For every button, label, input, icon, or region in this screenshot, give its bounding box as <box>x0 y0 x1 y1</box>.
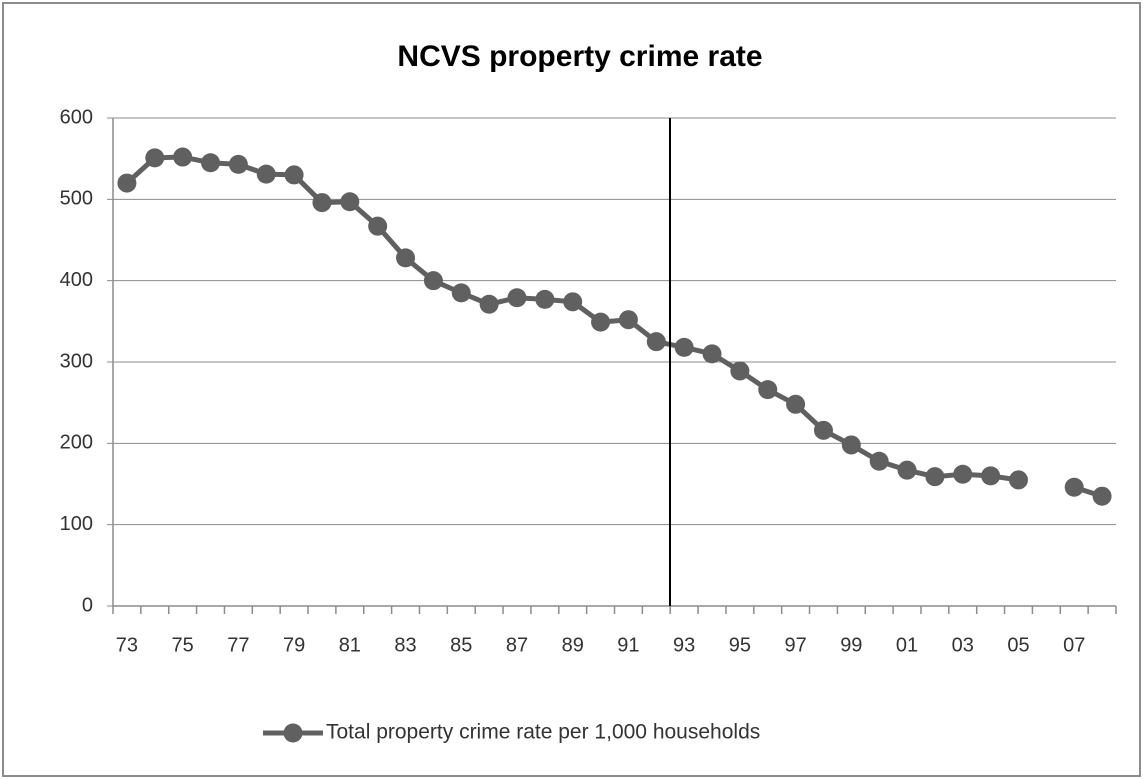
chart-title: NCVS property crime rate <box>397 40 762 73</box>
data-point <box>758 380 778 400</box>
data-point <box>117 173 137 193</box>
y-tick-label: 100 <box>60 513 93 535</box>
plot <box>117 147 1112 506</box>
data-point <box>646 332 666 352</box>
data-point <box>201 153 221 173</box>
x-tick-label: 07 <box>1063 634 1085 656</box>
x-tick-label: 81 <box>339 634 361 656</box>
data-point <box>340 192 360 212</box>
data-point <box>173 147 193 167</box>
data-point <box>312 193 332 213</box>
data-point <box>563 292 583 312</box>
data-point <box>841 435 861 455</box>
data-point <box>535 289 555 309</box>
data-point <box>145 148 165 168</box>
data-point <box>730 361 750 381</box>
data-point <box>925 467 945 487</box>
x-tick-label: 99 <box>840 634 862 656</box>
data-point <box>813 420 833 440</box>
data-point <box>284 165 304 185</box>
data-point <box>423 271 443 291</box>
legend-label: Total property crime rate per 1,000 hous… <box>326 721 760 744</box>
x-tick-label: 73 <box>116 634 138 656</box>
y-tick-label: 300 <box>60 350 93 372</box>
data-point <box>228 154 248 174</box>
data-point <box>591 312 611 332</box>
x-tick-label: 03 <box>952 634 974 656</box>
x-tick-label: 87 <box>506 634 528 656</box>
y-tick-label: 0 <box>82 594 93 616</box>
x-tick-label: 83 <box>394 634 416 656</box>
data-point <box>1064 477 1084 497</box>
data-point <box>897 460 917 480</box>
data-point <box>479 294 499 314</box>
data-point <box>702 344 722 364</box>
data-point <box>1008 470 1028 490</box>
x-tick-label: 79 <box>283 634 305 656</box>
data-point <box>618 310 638 330</box>
legend-marker <box>283 723 303 743</box>
data-point <box>1092 486 1112 506</box>
x-tick-label: 85 <box>450 634 472 656</box>
data-point <box>981 466 1001 486</box>
x-tick-label: 89 <box>562 634 584 656</box>
x-tick-label: 05 <box>1007 634 1029 656</box>
x-tick-label: 77 <box>227 634 249 656</box>
y-tick-label: 500 <box>60 188 93 210</box>
data-point <box>396 248 416 268</box>
data-point <box>786 394 806 414</box>
x-tick-label: 01 <box>896 634 918 656</box>
x-tick-label: 91 <box>617 634 639 656</box>
grid: 0 100 200 300 400 500 600 73 75 77 79 81 83 85 87 89 91 9… <box>60 106 1117 656</box>
x-tick-label: 75 <box>172 634 194 656</box>
data-point <box>674 337 694 357</box>
y-tick-label: 600 <box>60 106 93 128</box>
legend: Total property crime rate per 1,000 hous… <box>263 721 760 744</box>
data-point <box>368 216 388 236</box>
data-point <box>507 288 527 308</box>
y-tick-label: 400 <box>60 269 93 291</box>
data-point <box>451 283 471 303</box>
x-tick-label: 93 <box>673 634 695 656</box>
data-point <box>869 451 889 471</box>
data-point <box>953 464 973 484</box>
data-point <box>256 164 276 184</box>
x-tick-label: 95 <box>729 634 751 656</box>
y-tick-label: 200 <box>60 432 93 454</box>
x-tick-label: 97 <box>784 634 806 656</box>
